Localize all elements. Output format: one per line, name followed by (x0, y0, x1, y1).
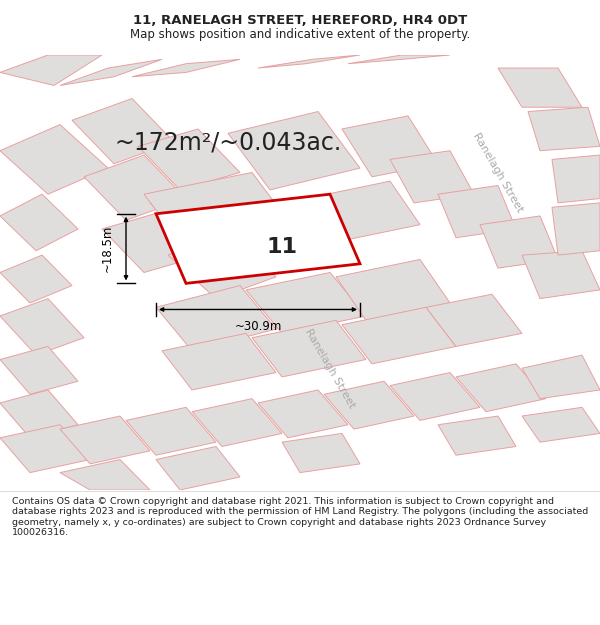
Polygon shape (150, 181, 258, 246)
Text: Contains OS data © Crown copyright and database right 2021. This information is : Contains OS data © Crown copyright and d… (12, 497, 588, 537)
Polygon shape (438, 416, 516, 455)
Polygon shape (552, 155, 600, 203)
Polygon shape (522, 355, 600, 399)
Polygon shape (60, 459, 150, 490)
Polygon shape (306, 181, 420, 242)
Polygon shape (156, 286, 276, 351)
Polygon shape (144, 173, 288, 242)
Polygon shape (0, 255, 72, 303)
Polygon shape (132, 59, 240, 77)
Polygon shape (228, 111, 360, 190)
Polygon shape (336, 259, 450, 321)
Polygon shape (390, 151, 474, 203)
Polygon shape (438, 186, 516, 238)
Polygon shape (390, 372, 480, 421)
Polygon shape (0, 425, 90, 472)
Polygon shape (0, 346, 78, 394)
Polygon shape (342, 308, 456, 364)
Polygon shape (60, 416, 150, 464)
Polygon shape (348, 55, 450, 64)
Polygon shape (258, 390, 348, 438)
Polygon shape (138, 129, 240, 190)
Polygon shape (0, 299, 84, 355)
Polygon shape (246, 272, 366, 333)
Text: 11, RANELAGH STREET, HEREFORD, HR4 0DT: 11, RANELAGH STREET, HEREFORD, HR4 0DT (133, 14, 467, 27)
Text: 11: 11 (266, 238, 298, 258)
Polygon shape (480, 216, 558, 268)
Polygon shape (156, 446, 240, 490)
Polygon shape (528, 107, 600, 151)
Polygon shape (72, 99, 174, 164)
Polygon shape (0, 124, 108, 194)
Polygon shape (498, 68, 582, 108)
Text: Ranelagh Street: Ranelagh Street (303, 327, 357, 410)
Text: ~18.5m: ~18.5m (101, 225, 114, 272)
Polygon shape (456, 364, 546, 412)
Polygon shape (0, 55, 102, 86)
Polygon shape (522, 251, 600, 299)
Polygon shape (324, 381, 414, 429)
Text: Map shows position and indicative extent of the property.: Map shows position and indicative extent… (130, 28, 470, 41)
Polygon shape (84, 155, 186, 220)
Polygon shape (0, 194, 78, 251)
Polygon shape (342, 116, 438, 177)
Polygon shape (102, 212, 204, 272)
Polygon shape (162, 333, 276, 390)
Polygon shape (192, 399, 282, 446)
Polygon shape (0, 390, 78, 438)
Polygon shape (252, 321, 366, 377)
Polygon shape (168, 233, 276, 299)
Polygon shape (552, 203, 600, 255)
Text: ~172m²/~0.043ac.: ~172m²/~0.043ac. (115, 130, 341, 154)
Polygon shape (60, 59, 162, 86)
Polygon shape (522, 408, 600, 442)
Polygon shape (126, 408, 216, 455)
Text: Ranelagh Street: Ranelagh Street (471, 131, 525, 214)
Polygon shape (426, 294, 522, 346)
Polygon shape (258, 55, 360, 68)
Text: ~30.9m: ~30.9m (235, 321, 281, 333)
Polygon shape (156, 194, 360, 283)
Polygon shape (282, 434, 360, 472)
